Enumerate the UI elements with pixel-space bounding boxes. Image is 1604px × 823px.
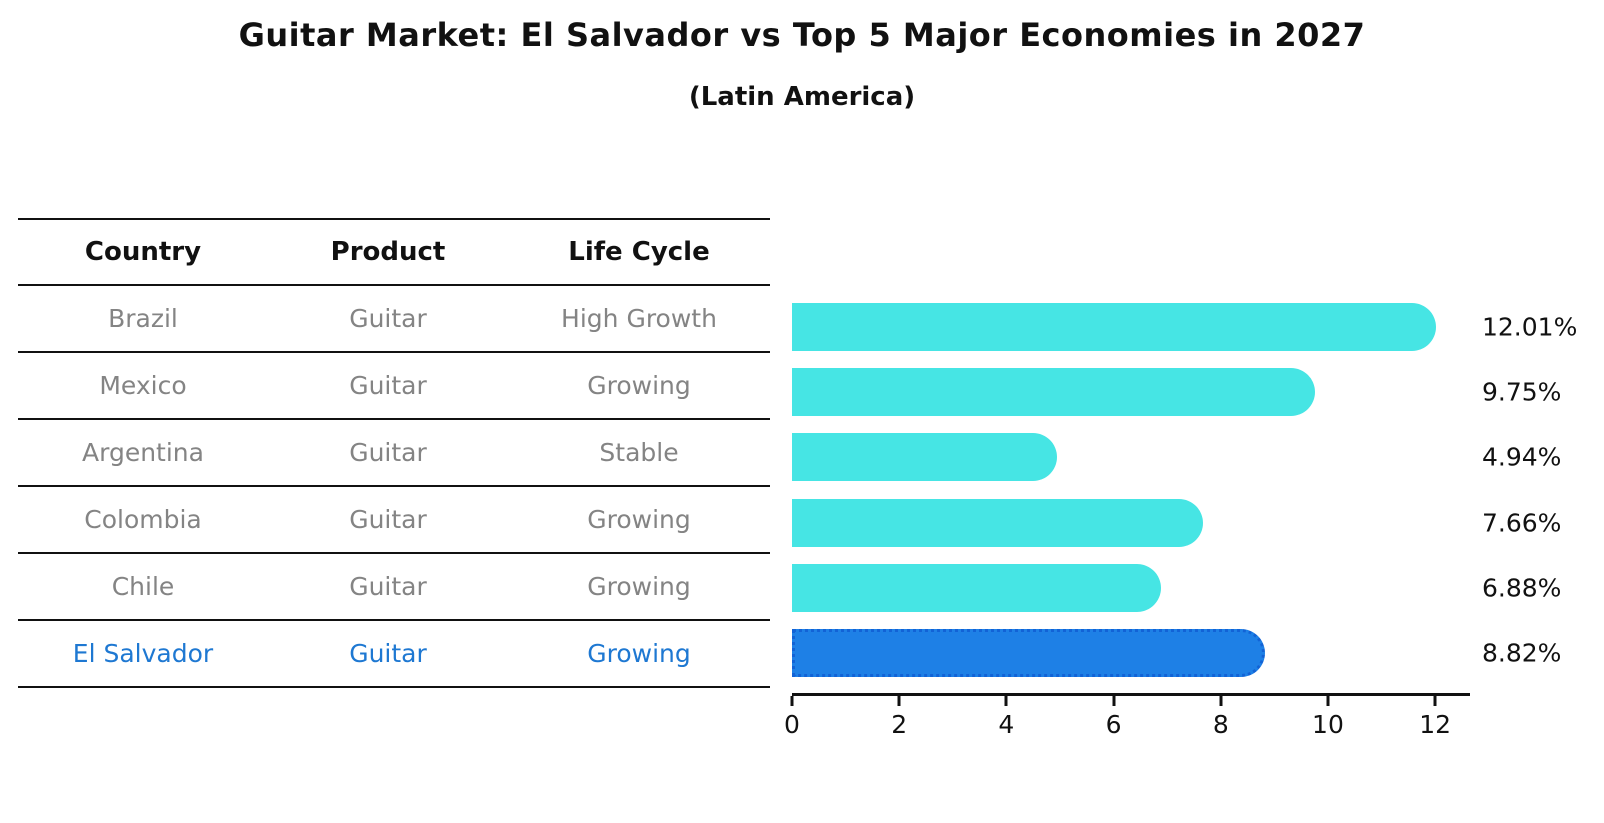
value-label-el-salvador: 8.82% [1482, 638, 1562, 668]
cell-product: Guitar [349, 438, 427, 467]
chart-subtitle: (Latin America) [688, 82, 916, 112]
cell-life-cycle: Growing [587, 572, 691, 601]
value-label-brazil: 12.01% [1482, 312, 1578, 342]
x-tick-label-2: 2 [891, 710, 908, 739]
bar-colombia [792, 498, 1203, 547]
table-row: Colombia Guitar Growing [18, 487, 770, 554]
x-tick-label-4: 4 [998, 710, 1015, 739]
cell-product: Guitar [349, 304, 427, 333]
cell-country: Chile [111, 572, 175, 601]
value-label-chile: 6.88% [1482, 573, 1562, 603]
cell-product: Guitar [349, 371, 427, 400]
value-label-colombia: 7.66% [1482, 508, 1562, 538]
x-tick-mark-6 [1112, 696, 1116, 706]
table-row-el-salvador: El Salvador Guitar Growing [18, 621, 770, 688]
value-label-argentina: 4.94% [1482, 442, 1562, 472]
cell-product: Guitar [349, 505, 427, 534]
cell-country: Brazil [108, 304, 178, 333]
bar-plot: 12.01% 9.75% 4.94% 7.66% 6.88% 8.82% 0 2 4 6 8 10 12 [784, 280, 1577, 740]
table-row: Mexico Guitar Growing [18, 353, 770, 420]
x-tick-label-6: 6 [1105, 710, 1122, 739]
cell-life-cycle: Stable [599, 438, 679, 467]
x-tick-mark-8 [1219, 696, 1223, 706]
table-row: Argentina Guitar Stable [18, 420, 770, 487]
table-row: Brazil Guitar High Growth [18, 286, 770, 353]
x-tick-mark-12 [1433, 696, 1437, 706]
x-tick-label-0: 0 [784, 710, 800, 739]
cell-country: El Salvador [72, 639, 214, 668]
cell-product: Guitar [349, 572, 427, 601]
x-tick-mark-4 [1004, 696, 1008, 706]
bar-chile [792, 563, 1161, 612]
country-table: Country Product Life Cycle Brazil Guitar… [18, 218, 770, 688]
cell-life-cycle: High Growth [561, 304, 717, 333]
header-life-cycle: Life Cycle [568, 237, 710, 267]
x-tick-mark-0 [790, 696, 794, 706]
x-axis-line [792, 693, 1470, 696]
x-tick-label-10: 10 [1312, 710, 1344, 739]
bar-el-salvador [792, 629, 1265, 677]
cell-country: Mexico [99, 371, 187, 400]
chart-title: Guitar Market: El Salvador vs Top 5 Majo… [238, 16, 1366, 54]
cell-life-cycle: Growing [587, 639, 691, 668]
header-country: Country [84, 237, 202, 267]
cell-country: Argentina [82, 438, 204, 467]
x-tick-mark-10 [1326, 696, 1330, 706]
table-row: Chile Guitar Growing [18, 554, 770, 621]
x-tick-label-12: 12 [1419, 710, 1452, 739]
cell-product: Guitar [349, 639, 427, 668]
table-header-row: Country Product Life Cycle [18, 220, 770, 286]
value-label-mexico: 9.75% [1482, 377, 1562, 407]
cell-life-cycle: Growing [587, 371, 691, 400]
header-product: Product [330, 237, 446, 267]
x-tick-mark-2 [897, 696, 901, 706]
bar-mexico [792, 368, 1315, 417]
bar-argentina [792, 433, 1057, 482]
x-tick-label-8: 8 [1212, 710, 1229, 739]
cell-life-cycle: Growing [587, 505, 691, 534]
bar-brazil [792, 303, 1436, 351]
cell-country: Colombia [84, 505, 202, 534]
